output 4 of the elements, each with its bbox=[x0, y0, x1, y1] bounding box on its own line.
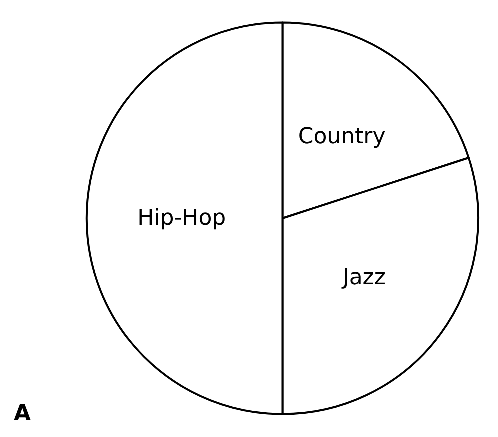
slice-label: Jazz bbox=[340, 265, 386, 290]
slice-label: Country bbox=[298, 124, 386, 150]
slice-label: Hip-Hop bbox=[138, 206, 226, 231]
text: A bbox=[14, 402, 32, 426]
